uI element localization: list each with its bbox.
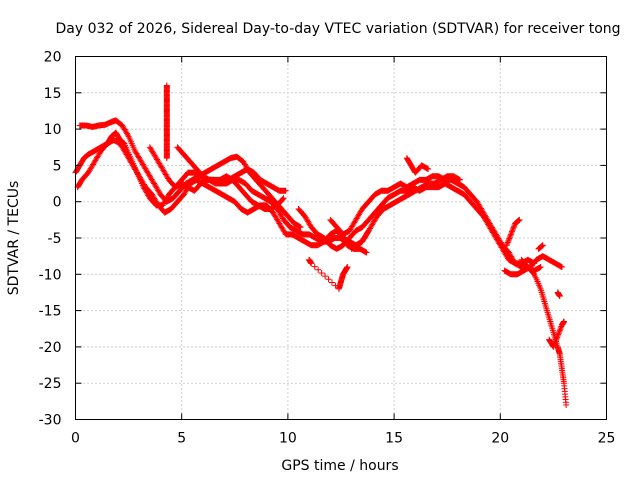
data-point	[553, 335, 560, 342]
series-arc-b	[74, 136, 372, 249]
series-arc-j	[501, 253, 565, 278]
data-point	[504, 240, 511, 247]
data-point	[553, 337, 560, 344]
y-axis-label: SDTVAR / TECUs	[6, 181, 22, 296]
data-point	[555, 330, 562, 337]
data-point	[506, 234, 513, 241]
y-tick-label: 0	[53, 195, 62, 211]
series-arc-k	[503, 216, 523, 249]
chart-title: Day 032 of 2026, Sidereal Day-to-day VTE…	[55, 21, 620, 37]
data-point	[557, 326, 564, 333]
data-point	[556, 293, 563, 300]
data-point	[318, 269, 325, 276]
x-tick-label: 25	[598, 431, 616, 447]
series-arc-h	[348, 173, 463, 252]
y-tick-label: -25	[39, 376, 62, 392]
data-point	[322, 273, 329, 280]
y-tick-label: -20	[39, 340, 62, 356]
data-point	[311, 263, 318, 270]
data-point	[510, 224, 517, 231]
y-tick-label: -10	[39, 267, 62, 283]
series-arc-n	[535, 242, 546, 252]
data-point	[507, 231, 514, 238]
y-tick-label: -15	[39, 304, 62, 320]
x-tick-label: 0	[71, 431, 80, 447]
y-tick-label: -5	[48, 231, 62, 247]
data-point	[557, 324, 564, 331]
data-point	[507, 232, 514, 239]
x-tick-label: 20	[491, 431, 509, 447]
data-point	[280, 195, 287, 202]
data-point	[563, 401, 570, 408]
data-point	[505, 236, 512, 243]
data-point	[554, 334, 561, 341]
x-tick-label: 15	[385, 431, 403, 447]
y-tick-label: 5	[53, 158, 62, 174]
data-point	[537, 264, 544, 271]
series-arc-e	[174, 144, 289, 194]
data-point	[509, 227, 516, 234]
data-point	[558, 264, 565, 271]
data-point	[556, 328, 563, 335]
data-point	[503, 242, 510, 249]
data-point	[508, 230, 515, 237]
data-point	[456, 176, 463, 183]
data-point	[539, 242, 546, 249]
data-point	[555, 331, 562, 338]
data-point	[308, 260, 315, 267]
series-spike-4h	[163, 82, 170, 162]
data-point	[551, 341, 558, 348]
data-point	[511, 223, 518, 230]
data-point	[506, 235, 513, 242]
data-point	[550, 342, 557, 349]
data-point	[344, 264, 351, 271]
data-point	[556, 327, 563, 334]
data-point	[279, 195, 286, 202]
data-point	[315, 266, 322, 273]
data-point	[550, 343, 557, 350]
data-point	[363, 249, 370, 256]
data-point	[163, 155, 170, 162]
y-tick-label: -30	[39, 413, 62, 429]
data-point	[325, 276, 332, 283]
tick-labels: 0 5 10 15 20 25 -30 -25 -20 -15 -10 -5 0 5 10 15 20	[39, 50, 616, 447]
data-point	[508, 228, 515, 235]
data-point	[425, 166, 432, 173]
series-arc-g	[327, 173, 544, 274]
x-axis-label: GPS time / hours	[281, 458, 398, 474]
series-arc-o	[554, 289, 563, 300]
data-markers	[72, 82, 570, 408]
data-point	[297, 224, 304, 231]
data-point	[124, 131, 131, 138]
series-arc-l	[518, 256, 570, 408]
data-point	[504, 239, 511, 246]
x-tick-label: 10	[279, 431, 297, 447]
plot-frame	[75, 56, 607, 420]
data-point	[510, 225, 517, 232]
y-tick-label: 15	[44, 86, 62, 102]
data-point	[561, 318, 568, 325]
data-point	[505, 238, 512, 245]
data-point	[554, 333, 561, 340]
series-arc-m	[546, 318, 568, 350]
data-point	[551, 339, 558, 346]
data-point	[282, 187, 289, 194]
x-tick-label: 5	[177, 431, 186, 447]
series-cluster-12h	[306, 256, 351, 292]
data-point	[328, 279, 335, 286]
y-tick-label: 20	[44, 50, 62, 66]
data-point	[552, 338, 559, 345]
y-tick-label: 10	[44, 122, 62, 138]
series-arc-i	[403, 155, 432, 176]
data-point	[516, 216, 523, 223]
